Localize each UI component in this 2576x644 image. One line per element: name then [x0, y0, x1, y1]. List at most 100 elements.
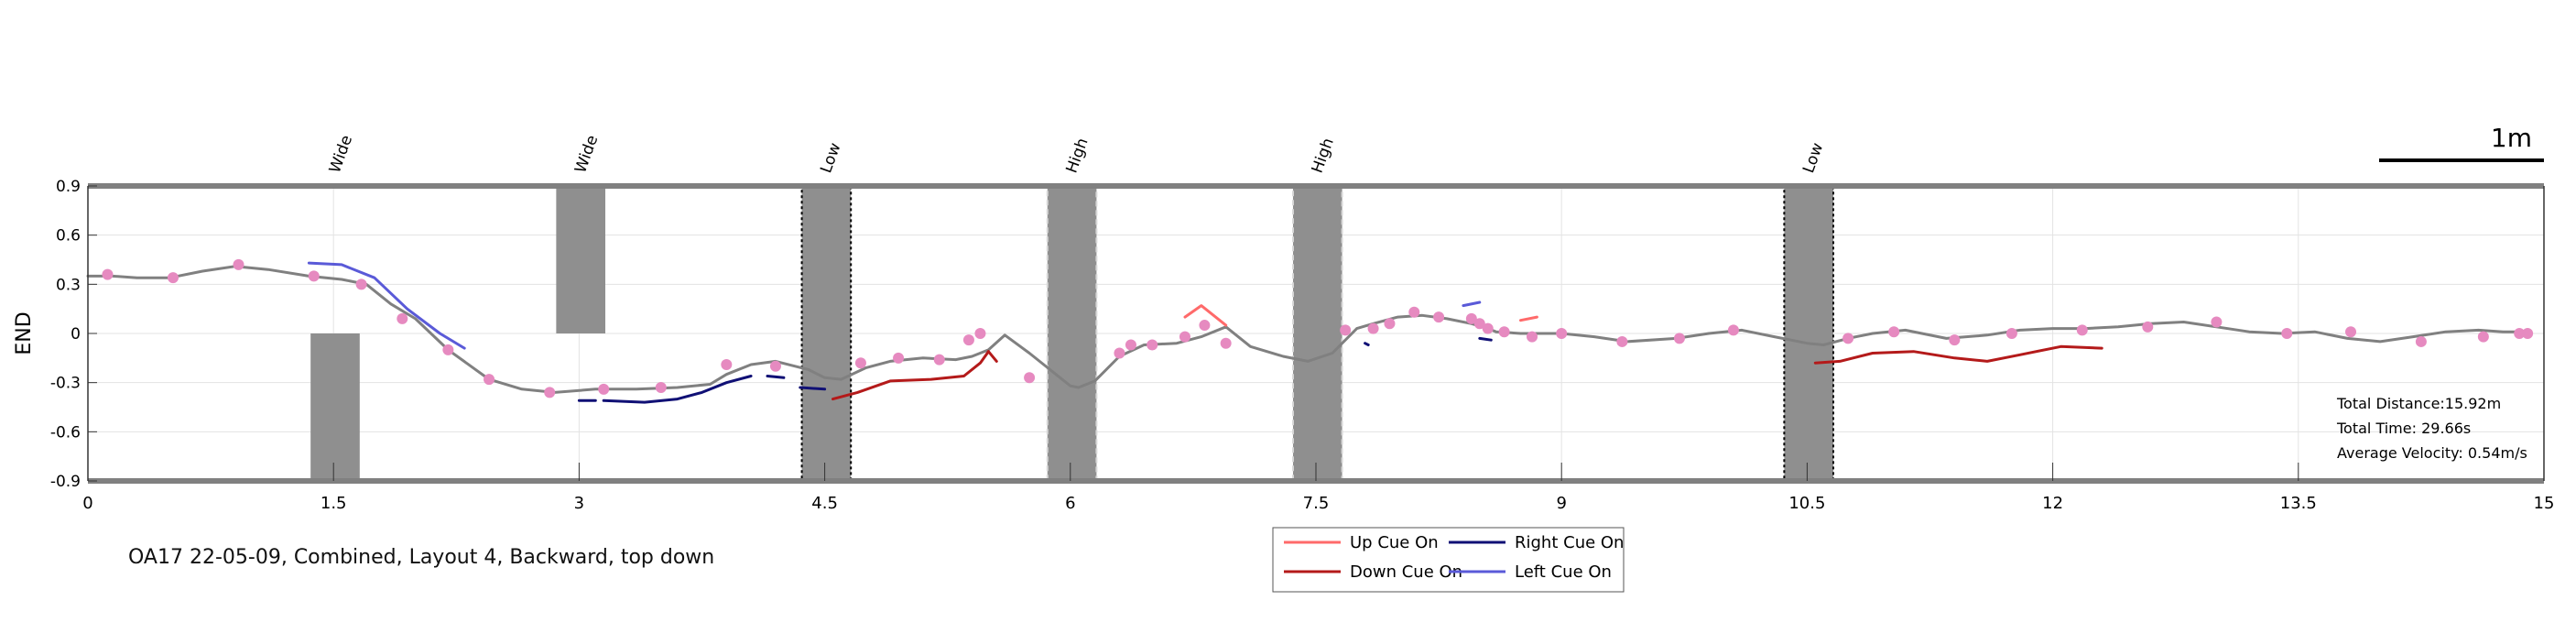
trajectory-point	[655, 382, 667, 394]
obstacle-label: Wide	[571, 133, 602, 176]
x-tick-label: 7.5	[1303, 494, 1330, 513]
trajectory-point	[1888, 326, 1900, 338]
x-tick-label: 0	[82, 494, 92, 513]
trajectory-point	[933, 354, 945, 366]
x-tick-label: 9	[1556, 494, 1566, 513]
series-down-cue-on-segment	[986, 350, 998, 363]
trajectory-point	[1616, 335, 1628, 347]
trajectory-point	[2076, 324, 2088, 336]
trajectory-point	[1220, 337, 1232, 349]
series-up-cue-on-segment	[1183, 304, 1228, 327]
series-right-cue-on-segment	[602, 375, 753, 404]
trajectory-point	[102, 268, 114, 280]
trajectory-point	[1482, 322, 1494, 334]
obstacle-label: High	[1309, 136, 1338, 176]
trajectory-point	[769, 360, 781, 372]
trajectory-point	[544, 387, 556, 398]
x-tick-label: 6	[1065, 494, 1075, 513]
y-tick-label: -0.6	[50, 423, 81, 442]
trajectory-point	[1199, 320, 1211, 332]
trajectory-point	[2522, 328, 2534, 339]
trajectory-point	[484, 374, 495, 386]
obstacle-label: Low	[817, 140, 844, 175]
trajectory-point	[1114, 347, 1125, 359]
x-tick-label: 10.5	[1788, 494, 1825, 513]
legend: Up Cue On Right Cue On Down Cue On Left Cue…	[1272, 527, 1625, 593]
x-tick-label: 13.5	[2280, 494, 2317, 513]
trajectory-point	[1556, 328, 1568, 339]
trajectory-point	[1125, 339, 1136, 351]
stat-line: Total Time: 29.66s	[2336, 420, 2471, 437]
trajectory-point	[397, 312, 408, 324]
top-axis-bar	[88, 183, 2544, 189]
trajectory-point	[1433, 311, 1445, 323]
series-left-cue-on-segment	[307, 261, 466, 350]
obstacle-low	[800, 185, 853, 482]
trajectory-point	[2211, 316, 2223, 328]
x-tick-label: 1.5	[321, 494, 347, 513]
series-down-cue-on-segment	[831, 350, 990, 401]
trajectory-point	[2415, 335, 2427, 347]
trajectory-point	[893, 352, 905, 364]
obstacle-high	[1291, 185, 1343, 482]
y-tick-label: 0.6	[56, 227, 81, 246]
obstacle-label: High	[1062, 136, 1092, 176]
trajectory-point	[2142, 321, 2154, 333]
legend-label: Right Cue On	[1515, 533, 1624, 552]
series-left-cue-on-segment	[1462, 300, 1482, 308]
trajectory-point	[1673, 333, 1685, 344]
trajectory-point	[1367, 322, 1379, 334]
trajectory-point	[308, 270, 320, 282]
obstacle-label: Wide	[326, 133, 356, 176]
trajectory-point	[1340, 324, 1352, 336]
legend-label: Up Cue On	[1350, 533, 1439, 552]
series	[86, 261, 2521, 404]
x-tick-label: 12	[2042, 494, 2063, 513]
obstacle-wide	[310, 333, 360, 481]
trajectory-point	[721, 358, 733, 370]
series-right-cue-on-segment	[1364, 342, 1370, 346]
y-tick-label: 0.9	[56, 178, 81, 196]
trajectory-point	[974, 328, 986, 339]
y-axis-label: END	[13, 311, 36, 355]
stat-line: Average Velocity: 0.54m/s	[2337, 444, 2527, 462]
trajectory-point	[854, 357, 866, 369]
trajectory-point	[2345, 326, 2357, 338]
trajectory-point	[2514, 328, 2526, 339]
trajectory-point	[1727, 324, 1739, 336]
series-up-cue-on-segment	[1519, 315, 1538, 322]
obstacle-high	[1046, 185, 1098, 482]
series-right-cue-on-segment	[1478, 336, 1493, 342]
obstacle-low	[1783, 185, 1835, 482]
x-tick-label: 3	[574, 494, 584, 513]
trajectory-point	[1147, 339, 1158, 351]
axes	[87, 183, 2545, 484]
trajectory-point	[1498, 326, 1510, 338]
trajectory-point	[1842, 333, 1854, 344]
obstacle-label: Low	[1799, 140, 1827, 175]
trajectory-point	[1384, 318, 1396, 330]
series-down-cue-on-segment	[1813, 344, 2103, 365]
markers	[102, 258, 2534, 398]
trajectory-point	[1179, 331, 1190, 343]
trajectory-point	[167, 272, 179, 284]
series-trajectory-line	[86, 265, 2521, 394]
stats-box: Total Distance:15.92m Total Time: 29.66s A…	[2336, 395, 2527, 462]
legend-box	[1272, 527, 1625, 593]
legend-label: Left Cue On	[1515, 562, 1612, 582]
trajectory-point	[355, 278, 367, 290]
x-tick-label: 4.5	[811, 494, 838, 513]
scale-bar: 1m	[2379, 123, 2544, 162]
trajectory-point	[1408, 306, 1420, 318]
obstacle-wide	[556, 186, 606, 333]
y-tick-label: 0.3	[56, 276, 81, 294]
trajectory-point	[2281, 328, 2293, 339]
trajectory-point	[1949, 334, 1961, 346]
y-tick-label: 0	[71, 325, 81, 344]
trajectory-point	[962, 334, 974, 346]
trajectory-point	[2005, 328, 2017, 339]
obstacles	[310, 185, 1835, 482]
trajectory-point	[1024, 372, 1036, 384]
series-right-cue-on-segment	[799, 386, 827, 391]
